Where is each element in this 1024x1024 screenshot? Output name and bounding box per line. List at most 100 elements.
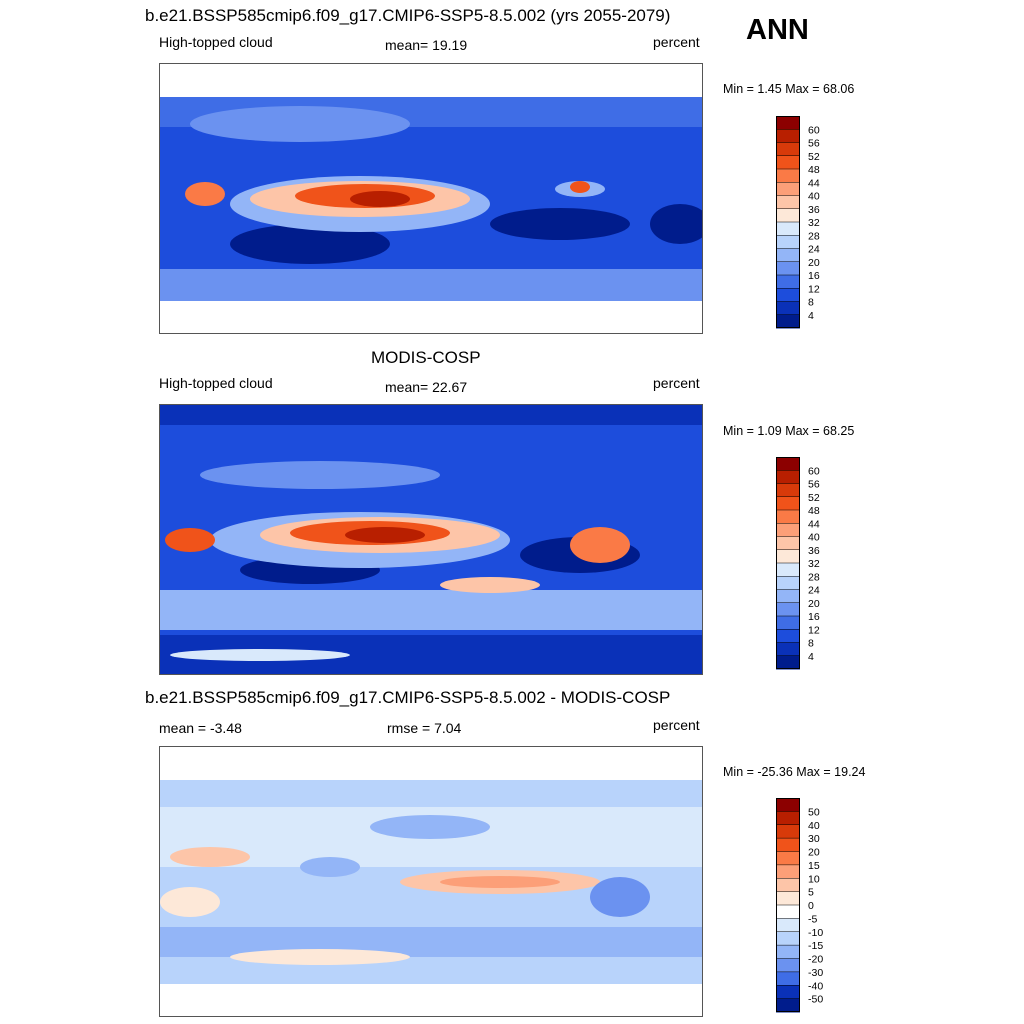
colorbar-tick-label: 36 (808, 204, 820, 216)
colorbar-tick-label: 52 (808, 151, 820, 163)
colorbar-swatch (776, 602, 800, 617)
colorbar-tick-label: 52 (808, 492, 820, 504)
panel1-units-label: percent (653, 34, 700, 50)
colorbar-swatch (776, 129, 800, 143)
colorbar-swatch (776, 182, 800, 196)
colorbar-swatch (776, 275, 800, 289)
colorbar-tick-label: 0 (808, 900, 814, 912)
colorbar-swatch (776, 155, 800, 170)
panel3-pacific-positive-core (440, 876, 560, 888)
colorbar-swatch (776, 958, 800, 973)
panel1-indian-low (230, 224, 390, 264)
panel3-north-low (370, 815, 490, 839)
panel2-colorbar: 60 56 52 48 44 40 36 32 28 24 20 16 12 8 4 (776, 457, 820, 670)
colorbar-swatch (776, 918, 800, 933)
panel1-band-south (160, 269, 702, 301)
colorbar-tick-label: 10 (808, 873, 820, 885)
panel2-units-label: percent (653, 375, 700, 391)
panel1-amazon-high (570, 181, 590, 193)
panel3-south-atlantic-positive (160, 887, 220, 917)
colorbar-swatch (776, 248, 800, 263)
colorbar-tick-label: -30 (808, 967, 823, 979)
colorbar-swatch (776, 142, 800, 157)
colorbar-tick-label: 36 (808, 545, 820, 557)
panel3-southern-ocean-positive (230, 949, 410, 965)
colorbar-tick-label: -10 (808, 927, 823, 939)
panel1-africa-high (185, 182, 225, 206)
colorbar-swatch (776, 629, 800, 643)
colorbar-tick-label: 8 (808, 297, 814, 309)
colorbar-tick-label: 12 (808, 283, 820, 295)
colorbar-tick-label: 20 (808, 598, 820, 610)
colorbar-swatch (776, 811, 800, 826)
colorbar-tick-label: 40 (808, 191, 820, 203)
colorbar-swatch (776, 288, 800, 302)
panel2-antarctic-streak (170, 649, 350, 661)
colorbar-tick-label: 32 (808, 217, 820, 229)
panel2-variable-label: High-topped cloud (159, 375, 273, 391)
panel1-atlantic-low (650, 204, 702, 244)
colorbar-tick-label: 32 (808, 558, 820, 570)
panel1-warmpool-core (350, 191, 410, 207)
panel2-map (159, 404, 703, 675)
colorbar-swatch (776, 616, 800, 630)
colorbar-tick-label: 28 (808, 230, 820, 242)
colorbar-swatch (776, 905, 800, 919)
panel2-africa-high (165, 528, 215, 552)
colorbar-tick-label: 16 (808, 270, 820, 282)
colorbar-tick-label: 24 (808, 585, 820, 597)
colorbar-tick-label: 8 (808, 638, 814, 650)
colorbar-swatch (776, 301, 800, 316)
panel3-colorbar: 50 40 30 20 15 10 5 0 -5 -10 -15 -20 -30 -40 -50 (776, 798, 823, 1013)
colorbar-tick-label: 44 (808, 518, 820, 530)
colorbar-swatch (776, 824, 800, 839)
panel2-minmax: Min = 1.09 Max = 68.25 (723, 424, 855, 438)
colorbar-swatch (776, 931, 800, 946)
panel2-asia-band (200, 461, 440, 489)
panel3-title: b.e21.BSSP585cmip6.f09_g17.CMIP6-SSP5-8.… (145, 688, 671, 707)
colorbar-swatch (776, 563, 800, 577)
colorbar-swatch (776, 798, 800, 812)
colorbar-swatch (776, 457, 800, 471)
colorbar-tick-label: 56 (808, 479, 820, 491)
panel1-colorbar: 60 56 52 48 44 40 36 32 28 24 20 16 12 8 4 (776, 116, 820, 329)
colorbar-tick-label: 4 (808, 651, 814, 663)
colorbar-swatch (776, 878, 800, 893)
colorbar-swatch (776, 536, 800, 551)
panel3-map-svg (160, 747, 702, 1016)
colorbar-swatch (776, 985, 800, 1000)
panel2-band-south (160, 590, 702, 630)
colorbar-swatch (776, 891, 800, 906)
panel3-units-label: percent (653, 717, 700, 733)
colorbar-tick-label: 60 (808, 124, 820, 136)
colorbar-tick-label: 28 (808, 571, 820, 583)
colorbar-tick-label: 40 (808, 820, 820, 832)
colorbar-swatch (776, 261, 800, 276)
colorbar-tick-label: 20 (808, 257, 820, 269)
colorbar-swatch (776, 549, 800, 564)
colorbar-tick-label: 48 (808, 164, 820, 176)
colorbar-swatch (776, 496, 800, 511)
colorbar-swatch (776, 208, 800, 223)
panel1-pacific-low (490, 208, 630, 240)
colorbar-tick-label: 44 (808, 177, 820, 189)
colorbar-swatch (776, 116, 800, 130)
panel2-spcz-patch (440, 577, 540, 593)
colorbar-swatch (776, 655, 800, 670)
panel2-map-svg (160, 405, 702, 674)
colorbar-tick-label: 16 (808, 611, 820, 623)
colorbar-swatch (776, 235, 800, 249)
colorbar-tick-label: 12 (808, 624, 820, 636)
colorbar-swatch (776, 851, 800, 866)
colorbar-swatch (776, 195, 800, 210)
season-label: ANN (746, 14, 809, 46)
panel1-map-svg (160, 64, 702, 333)
colorbar-tick-label: 50 (808, 806, 820, 818)
panel2-warmpool-core (345, 527, 425, 543)
colorbar-swatch (776, 589, 800, 604)
panel2-title: MODIS-COSP (371, 348, 481, 367)
panel1-asia-band (190, 106, 410, 142)
